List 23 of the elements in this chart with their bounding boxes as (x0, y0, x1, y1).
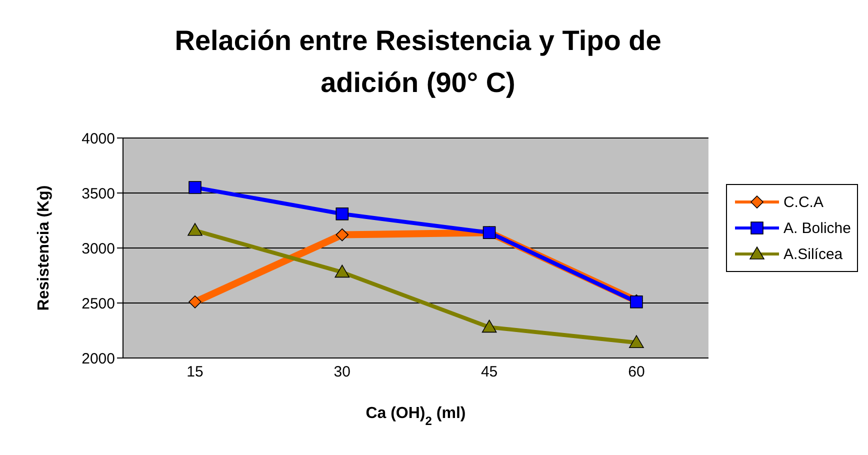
point (334, 264, 350, 278)
chart-title: Relación entre Resistencia y Tipo de adición (90° C) (174, 24, 662, 100)
point (482, 320, 497, 333)
legend-label: A.Silícea (783, 246, 843, 262)
x-axis-title: Ca (OH)$_{2}$ (ml) (366, 405, 466, 428)
point (188, 296, 202, 308)
point (336, 228, 349, 242)
y-tick-label: 2000 (82, 350, 115, 368)
legend-label: A. Boliche (783, 220, 851, 236)
x-tick-label: 45 (480, 364, 498, 381)
y-tick-label: 3000 (82, 240, 115, 258)
point (629, 335, 644, 348)
y-tick-label: 4000 (82, 130, 115, 148)
legend-label: C.C.A (783, 194, 824, 210)
point (188, 223, 202, 236)
y-tick-label: 3500 (82, 185, 115, 202)
y-tick-label: 2500 (82, 295, 115, 312)
y-axis-title: Resistencia (Kg) (36, 185, 53, 311)
x-tick-label: 60 (628, 364, 645, 381)
x-tick-label: 15 (186, 364, 204, 381)
point (336, 208, 349, 220)
point (188, 181, 202, 194)
x-tick-label: 30 (334, 364, 350, 381)
